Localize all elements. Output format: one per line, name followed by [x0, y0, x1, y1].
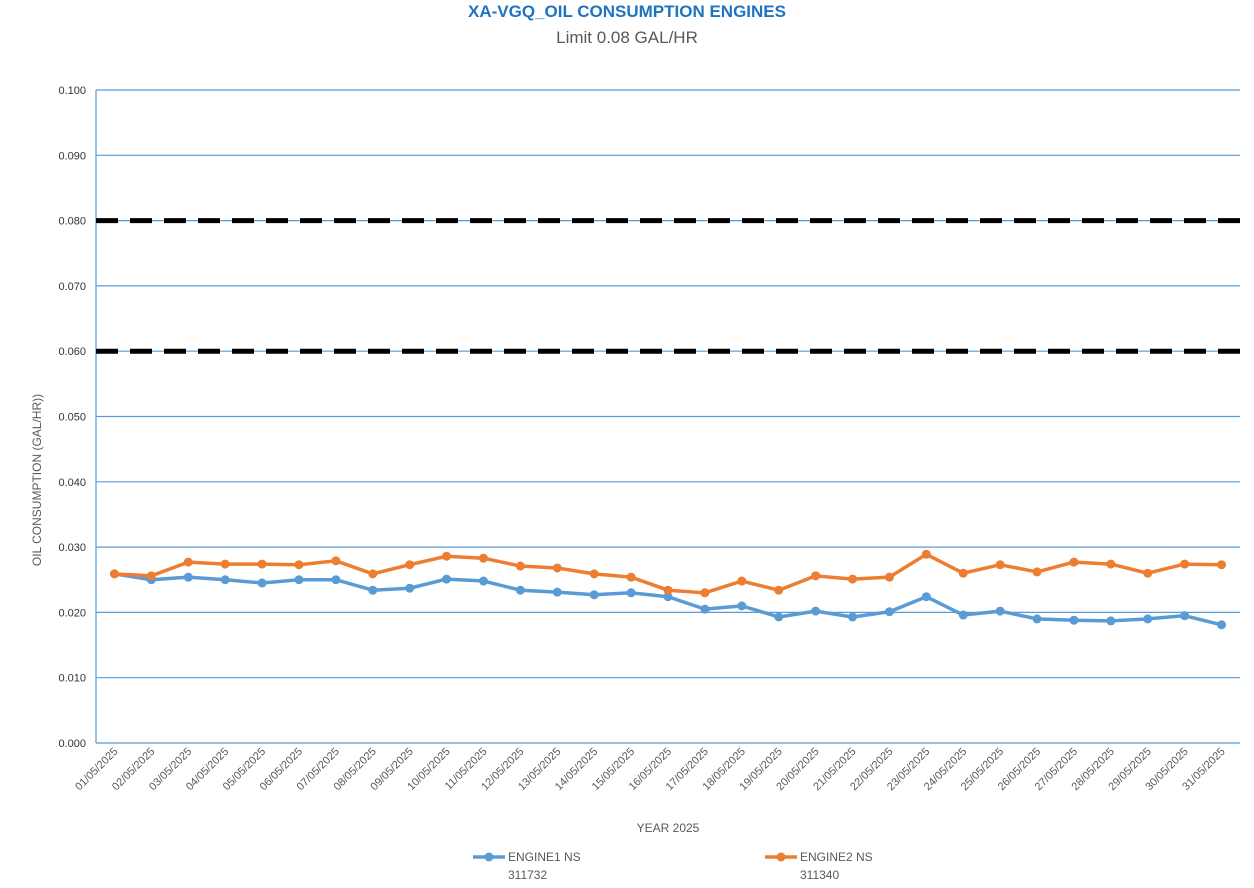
data-point	[774, 612, 784, 622]
data-point	[737, 601, 747, 611]
data-point	[848, 574, 858, 584]
data-point	[442, 551, 452, 561]
data-point	[405, 560, 415, 570]
data-point	[405, 583, 415, 593]
data-point	[589, 590, 599, 600]
y-tick-label: 0.040	[58, 477, 86, 489]
data-point	[294, 575, 304, 585]
data-point	[774, 585, 784, 595]
data-point	[294, 560, 304, 570]
data-point	[921, 549, 931, 559]
data-point	[1143, 614, 1153, 624]
data-point	[1069, 557, 1079, 567]
legend-sublabel: 311340	[800, 868, 839, 882]
y-tick-label: 0.020	[58, 607, 86, 619]
data-point	[552, 587, 562, 597]
data-point	[1180, 611, 1190, 621]
data-point	[700, 588, 710, 598]
data-point	[1217, 560, 1227, 570]
data-point	[1069, 615, 1079, 625]
data-point	[478, 576, 488, 586]
data-point	[1180, 559, 1190, 569]
data-point	[442, 574, 452, 584]
data-point	[257, 578, 267, 588]
data-point	[552, 563, 562, 573]
legend-sublabel: 311732	[508, 868, 547, 882]
y-tick-label: 0.100	[58, 85, 86, 97]
data-point	[589, 569, 599, 579]
data-point	[848, 612, 858, 622]
y-tick-label: 0.010	[58, 673, 86, 685]
data-point	[737, 576, 747, 586]
data-point	[884, 607, 894, 617]
y-tick-label: 0.060	[58, 346, 86, 358]
y-axis-title: OIL CONSUMPTION (GAL/HR))	[30, 394, 44, 566]
data-point	[626, 588, 636, 598]
data-point	[220, 559, 230, 569]
x-axis-title: YEAR 2025	[637, 821, 700, 835]
data-point	[663, 592, 673, 602]
data-point	[811, 606, 821, 616]
data-point	[958, 568, 968, 578]
y-tick-label: 0.000	[58, 738, 86, 750]
data-point	[146, 571, 156, 581]
y-tick-label: 0.070	[58, 281, 86, 293]
data-point	[663, 585, 673, 595]
data-point	[700, 604, 710, 614]
y-tick-label: 0.050	[58, 412, 86, 424]
legend-swatch-marker	[484, 852, 494, 862]
data-point	[1106, 559, 1116, 569]
y-tick-label: 0.090	[58, 150, 86, 162]
data-point	[109, 569, 119, 579]
data-point	[183, 572, 193, 582]
data-point	[995, 606, 1005, 616]
data-point	[368, 569, 378, 579]
data-point	[257, 559, 267, 569]
chart-subtitle: Limit 0.08 GAL/HR	[556, 28, 698, 47]
data-point	[515, 585, 525, 595]
data-point	[626, 572, 636, 582]
data-point	[368, 585, 378, 595]
y-tick-label: 0.030	[58, 542, 86, 554]
data-point	[995, 560, 1005, 570]
data-point	[1217, 620, 1227, 630]
data-point	[1106, 616, 1116, 626]
legend-label: ENGINE1 NS	[508, 850, 581, 864]
data-point	[478, 553, 488, 563]
data-point	[1032, 567, 1042, 577]
data-point	[331, 556, 341, 566]
data-point	[183, 557, 193, 567]
legend-swatch-marker	[776, 852, 786, 862]
data-point	[220, 575, 230, 585]
chart-title: XA-VGQ_OIL CONSUMPTION ENGINES	[467, 2, 786, 21]
data-point	[958, 610, 968, 620]
data-point	[1143, 568, 1153, 578]
data-point	[331, 575, 341, 585]
data-point	[1032, 614, 1042, 624]
data-point	[811, 571, 821, 581]
data-point	[515, 561, 525, 571]
y-tick-label: 0.080	[58, 216, 86, 228]
legend-label: ENGINE2 NS	[800, 850, 873, 864]
data-point	[921, 592, 931, 602]
data-point	[884, 572, 894, 582]
